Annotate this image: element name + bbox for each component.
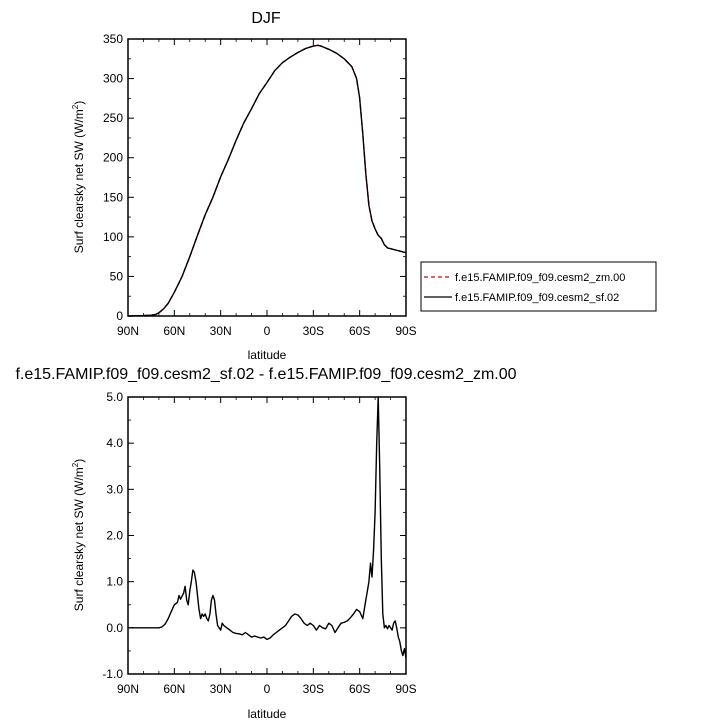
y-tick-label: 300 [103, 72, 123, 86]
legend-label-sf: f.e15.FAMIP.f09_f09.cesm2_sf.02 [455, 292, 619, 304]
y-tick-label: 50 [110, 269, 124, 283]
x-tick-label: 60N [163, 682, 185, 696]
y-tick-label: 2.0 [106, 529, 123, 543]
y-tick-label: 100 [103, 230, 123, 244]
difference-panel: f.e15.FAMIP.f09_f09.cesm2_sf.02 - f.e15.… [15, 366, 516, 721]
x-axis-label: latitude [248, 707, 287, 721]
plot-frame [127, 38, 407, 317]
x-tick-label: 60N [163, 324, 185, 338]
series-line-1 [128, 396, 407, 658]
y-tick-label: 1.0 [106, 575, 123, 589]
y-tick-label: -1.0 [102, 667, 123, 681]
x-tick-label: 90S [395, 324, 416, 338]
x-axis-label: latitude [248, 348, 287, 362]
legend-box [420, 261, 657, 312]
x-tick-label: 60S [349, 324, 370, 338]
y-tick-label: 3.0 [106, 482, 123, 496]
y-tick-label: 4.0 [106, 436, 123, 450]
x-tick-label: 30N [210, 324, 232, 338]
y-tick-label: 0.0 [106, 621, 123, 635]
chart-title: f.e15.FAMIP.f09_f09.cesm2_sf.02 - f.e15.… [15, 366, 516, 383]
y-tick-label: 0 [116, 309, 123, 323]
x-tick-label: 90N [117, 324, 139, 338]
x-tick-label: 30S [303, 682, 324, 696]
y-tick-label: 150 [103, 190, 123, 204]
y-tick-label: 250 [103, 111, 123, 125]
plot-frame [127, 396, 407, 675]
x-tick-label: 30S [303, 324, 324, 338]
y-tick-label: 5.0 [106, 390, 123, 404]
x-tick-label: 60S [349, 682, 370, 696]
x-tick-label: 30N [210, 682, 232, 696]
legend: f.e15.FAMIP.f09_f09.cesm2_zm.00 f.e15.FA… [420, 261, 657, 312]
x-tick-label: 90N [117, 682, 139, 696]
y-axis-label: Surf clearsky net SW (W/m2) [71, 101, 86, 253]
y-tick-label: 350 [103, 32, 123, 46]
legend-label-zm: f.e15.FAMIP.f09_f09.cesm2_zm.00 [455, 272, 625, 284]
y-tick-label: 200 [103, 151, 123, 165]
x-tick-label: 0 [264, 324, 271, 338]
y-axis-label: Surf clearsky net SW (W/m2) [71, 459, 86, 611]
series-line-1 [127, 44, 407, 317]
x-tick-label: 90S [395, 682, 416, 696]
series-line-2 [127, 44, 407, 317]
x-tick-label: 0 [264, 682, 271, 696]
chart-title: DJF [251, 10, 281, 27]
zonal-mean-panel: DJF 90N 60N 30N 0 30S 60S 90S 0 50 100 150 200 250 30… [71, 10, 657, 362]
